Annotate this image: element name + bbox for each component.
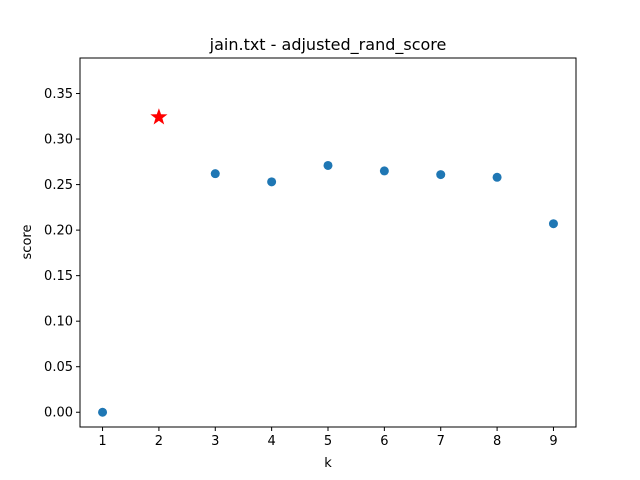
data-point-k9 [548, 219, 558, 229]
y-tick-label: 0.00 [44, 406, 73, 421]
chart-title: jain.txt - adjusted_rand_score [209, 35, 447, 55]
best-k-star-marker [150, 108, 168, 125]
y-tick-label: 0.35 [44, 87, 73, 102]
x-tick-label: 7 [437, 434, 445, 449]
data-point-k5 [323, 160, 333, 170]
data-point-k1 [98, 407, 108, 417]
data-point-k6 [379, 166, 389, 176]
plot-area: 1 2 3 4 5 6 7 8 9 0.00 0.05 0.10 0.15 0.20 0.25 0.30 0.3… [44, 57, 577, 449]
y-tick-label: 0.10 [44, 315, 73, 330]
y-tick-label: 0.15 [44, 269, 73, 284]
x-tick-label: 2 [155, 434, 163, 449]
data-point-k7 [436, 170, 446, 180]
x-tick-label: 1 [98, 434, 106, 449]
data-point-k4 [267, 177, 277, 187]
x-tick-label: 3 [211, 434, 219, 449]
x-tick-label: 9 [549, 434, 557, 449]
data-point-k3 [210, 169, 220, 179]
y-tick-label: 0.05 [44, 360, 73, 375]
y-tick-label: 0.25 [44, 178, 73, 193]
x-axis-label: k [324, 456, 332, 471]
x-tick-label: 4 [267, 434, 275, 449]
x-tick-label: 6 [380, 434, 388, 449]
y-axis-label: score [20, 225, 35, 260]
x-tick-label: 8 [493, 434, 501, 449]
y-tick-label: 0.20 [44, 224, 73, 239]
data-point-k8 [492, 172, 502, 182]
y-tick-label: 0.30 [44, 133, 73, 148]
x-tick-label: 5 [324, 434, 332, 449]
